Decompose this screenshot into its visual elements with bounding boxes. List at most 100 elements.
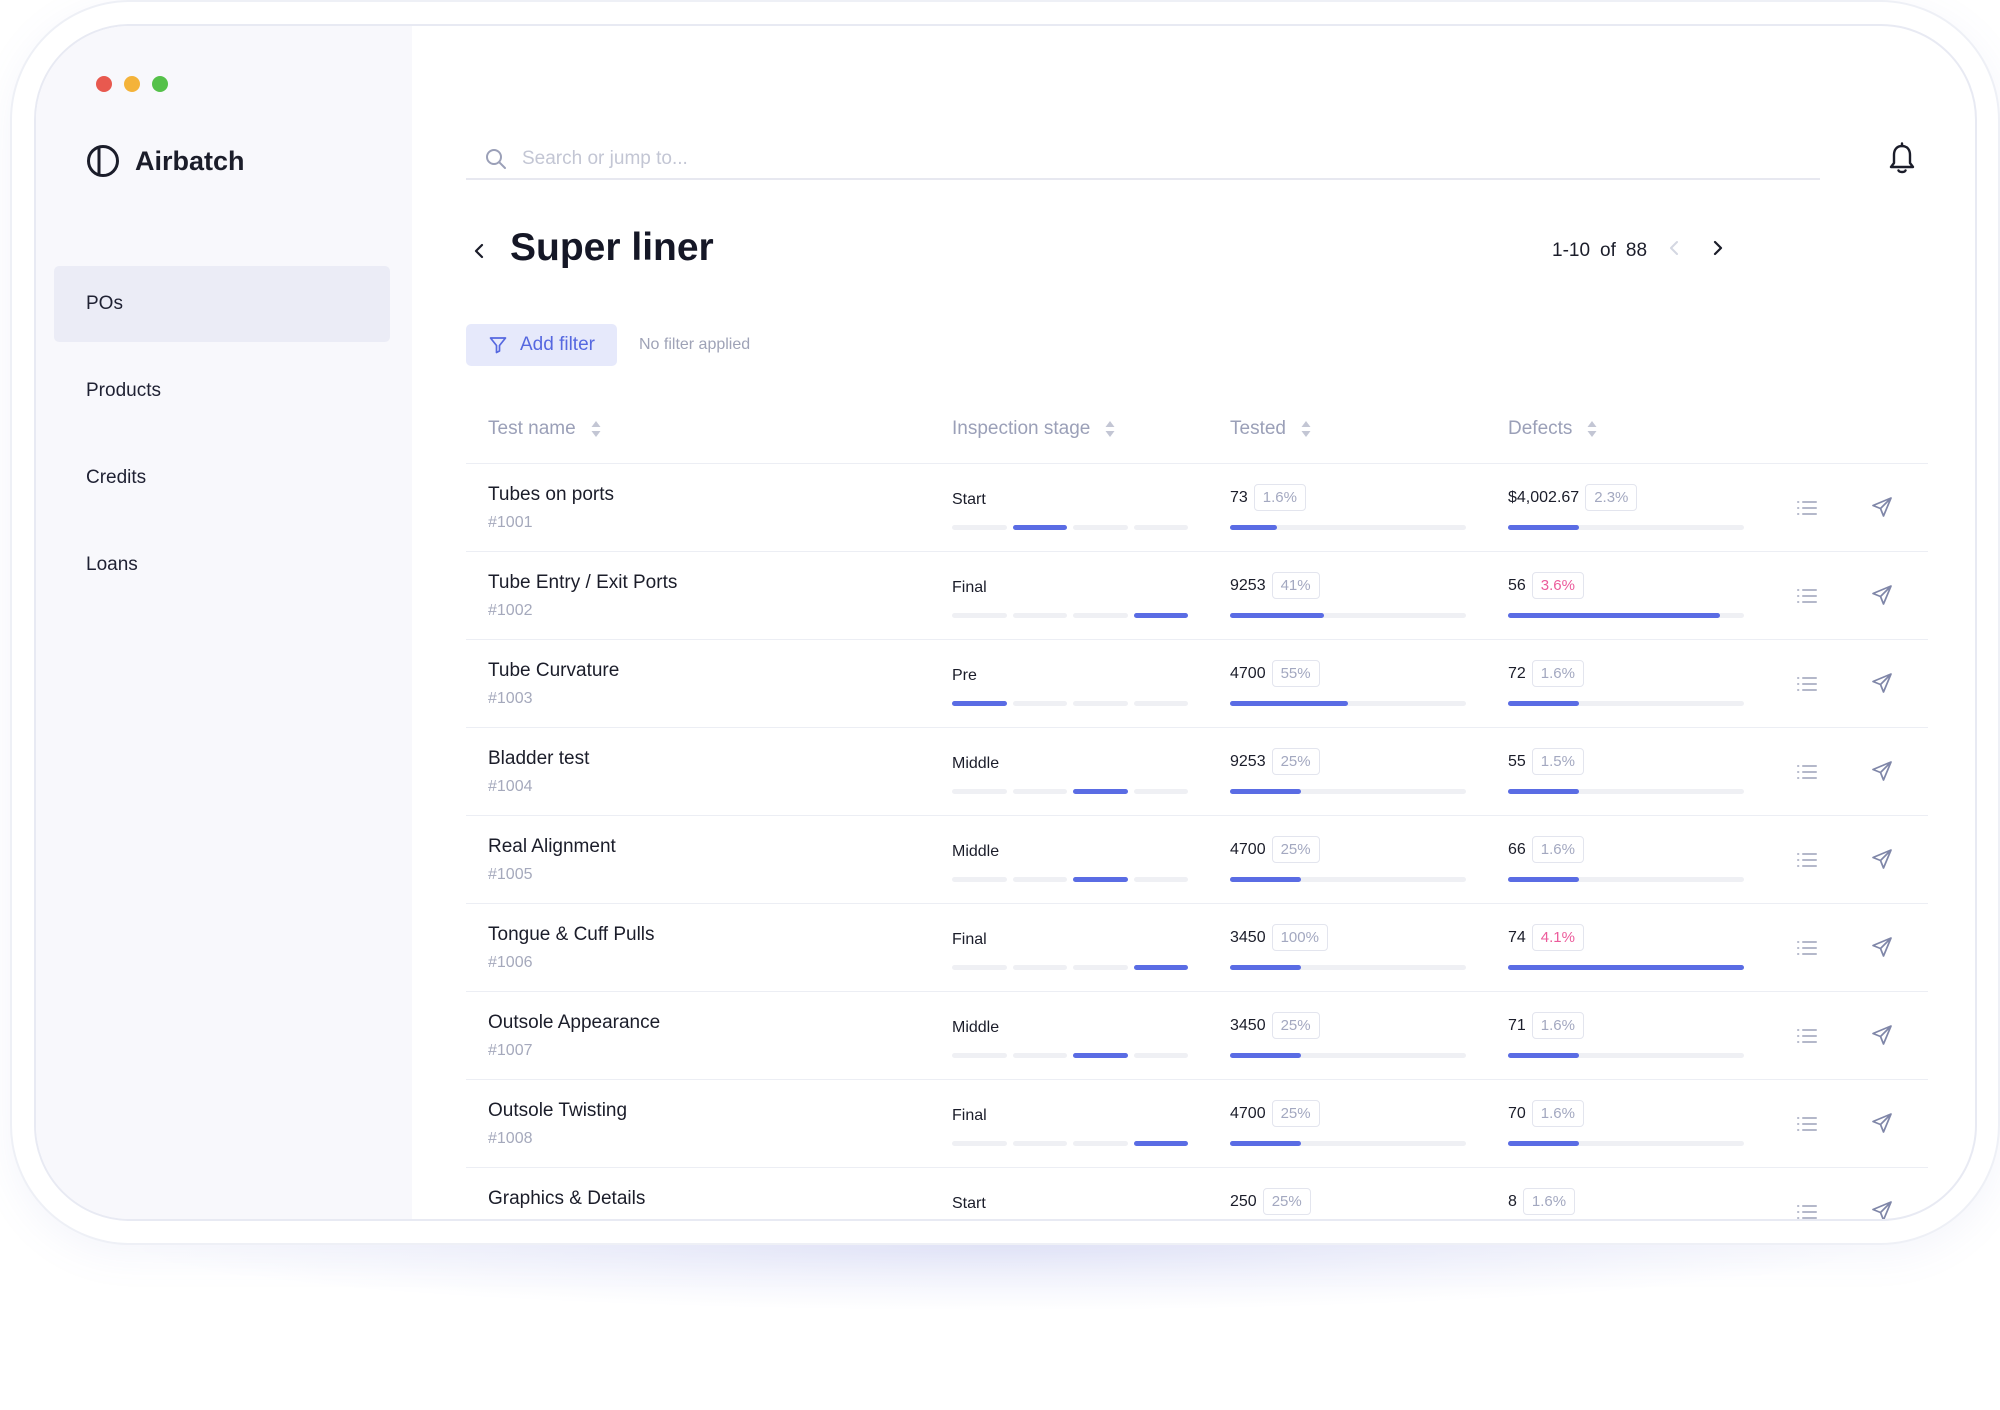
tested-progress-fill	[1230, 525, 1278, 530]
defects-progress-fill	[1508, 1141, 1579, 1146]
list-icon[interactable]	[1796, 1114, 1818, 1134]
stage-progress	[952, 1053, 1188, 1058]
defects-metric: 56 3.6%	[1508, 572, 1584, 599]
stage-segment-middle	[1073, 1141, 1128, 1146]
list-icon[interactable]	[1796, 850, 1818, 870]
list-icon[interactable]	[1796, 498, 1818, 518]
stage-segment-pre	[952, 965, 1007, 970]
inspection-stage-label: Pre	[952, 667, 977, 684]
tested-progress-bar	[1230, 525, 1466, 530]
table-row[interactable]: Tube Curvature #1003 Pre 4700 55% 72 1.6…	[466, 640, 1928, 728]
test-name: Real Alignment	[488, 836, 616, 857]
inspection-stage-label: Final	[952, 1107, 987, 1124]
defects-metric: 55 1.5%	[1508, 748, 1584, 775]
brand[interactable]: Airbatch	[86, 144, 245, 178]
defects-percent-badge: 2.3%	[1585, 484, 1638, 511]
pagination-total: 88	[1625, 240, 1648, 261]
pagination-of-label: of	[1600, 240, 1616, 261]
inspection-stage-label: Start	[952, 491, 986, 508]
back-chevron-icon[interactable]	[466, 238, 492, 264]
defects-percent-badge: 1.6%	[1531, 1100, 1584, 1127]
table-row[interactable]: Tube Entry / Exit Ports #1002 Final 9253…	[466, 552, 1928, 640]
list-icon[interactable]	[1796, 674, 1818, 694]
sidebar-item-pos[interactable]: POs	[54, 266, 390, 342]
stage-progress	[952, 789, 1188, 794]
send-icon[interactable]	[1870, 935, 1894, 959]
previous-page-chevron-left-icon[interactable]	[1662, 236, 1686, 260]
list-icon[interactable]	[1796, 938, 1818, 958]
table-row[interactable]: Outsole Twisting #1008 Final 4700 25% 70…	[466, 1080, 1928, 1168]
add-filter-button[interactable]: Add filter	[466, 324, 617, 366]
defects-progress-bar	[1508, 701, 1744, 706]
defects-progress-fill	[1508, 613, 1721, 618]
defects-progress-bar	[1508, 877, 1744, 882]
inspection-stage-label: Start	[952, 1195, 986, 1212]
list-icon[interactable]	[1796, 762, 1818, 782]
send-icon[interactable]	[1870, 495, 1894, 519]
stage-segment-start	[1012, 789, 1067, 794]
defects-progress-fill	[1508, 965, 1744, 970]
list-icon[interactable]	[1796, 1026, 1818, 1046]
column-label: Defects	[1508, 418, 1573, 439]
table-row[interactable]: Tubes on ports #1001 Start 73 1.6% $4,00…	[466, 464, 1928, 552]
send-icon[interactable]	[1870, 1023, 1894, 1047]
tested-count: 4700	[1230, 664, 1266, 682]
sidebar-nav: POs Products Credits Loans	[54, 266, 390, 614]
stage-segment-final	[1133, 701, 1188, 706]
column-header-test-name[interactable]: Test name	[488, 418, 602, 440]
column-label: Test name	[488, 418, 576, 439]
brand-name: Airbatch	[135, 145, 245, 176]
search-bar	[466, 140, 1820, 180]
inspection-stage-label: Final	[952, 579, 987, 596]
stage-segment-pre	[952, 1141, 1007, 1146]
tested-count: 73	[1230, 488, 1248, 506]
inspection-table: Test name Inspection stage Tested Defect…	[466, 408, 1928, 1221]
column-header-inspection-stage[interactable]: Inspection stage	[952, 418, 1116, 440]
sort-icon	[1301, 421, 1311, 437]
test-name: Graphics & Details	[488, 1188, 646, 1209]
send-icon[interactable]	[1870, 759, 1894, 783]
defects-progress-bar	[1508, 1053, 1744, 1058]
table-row[interactable]: Real Alignment #1005 Middle 4700 25% 66 …	[466, 816, 1928, 904]
send-icon[interactable]	[1870, 671, 1894, 695]
maximize-window-button[interactable]	[152, 76, 168, 92]
minimize-window-button[interactable]	[124, 76, 140, 92]
defects-progress-fill	[1508, 789, 1579, 794]
defects-progress-bar	[1508, 1141, 1744, 1146]
send-icon[interactable]	[1870, 583, 1894, 607]
test-id: #1001	[488, 514, 533, 531]
sidebar-item-products[interactable]: Products	[86, 380, 161, 401]
column-header-tested[interactable]: Tested	[1230, 418, 1312, 440]
table-row[interactable]: Bladder test #1004 Middle 9253 25% 55 1.…	[466, 728, 1928, 816]
sidebar-item-loans[interactable]: Loans	[86, 554, 138, 575]
test-id: #1009	[488, 1218, 533, 1219]
tested-metric: 73 1.6%	[1230, 484, 1306, 511]
search-input[interactable]	[522, 148, 1422, 170]
stage-segment-final	[1133, 1141, 1188, 1146]
send-icon[interactable]	[1870, 1199, 1894, 1221]
list-icon[interactable]	[1796, 1202, 1818, 1221]
tested-progress-fill	[1230, 877, 1301, 882]
sidebar-item-credits[interactable]: Credits	[86, 467, 147, 488]
table-row[interactable]: Graphics & Details #1009 Start 250 25% 8…	[466, 1168, 1928, 1221]
table-row[interactable]: Tongue & Cuff Pulls #1006 Final 3450 100…	[466, 904, 1928, 992]
defects-percent-badge: 1.6%	[1531, 836, 1584, 863]
column-header-defects[interactable]: Defects	[1508, 418, 1598, 440]
pagination-summary: 1-10 of 88	[1552, 240, 1647, 262]
send-icon[interactable]	[1870, 1111, 1894, 1135]
send-icon[interactable]	[1870, 847, 1894, 871]
test-name: Outsole Appearance	[488, 1012, 661, 1033]
close-window-button[interactable]	[96, 76, 112, 92]
inspection-stage-label: Middle	[952, 1019, 1000, 1036]
bell-icon[interactable]	[1887, 142, 1917, 176]
tested-percent-badge: 55%	[1271, 660, 1320, 687]
list-icon[interactable]	[1796, 586, 1818, 606]
table-row[interactable]: Outsole Appearance #1007 Middle 3450 25%…	[466, 992, 1928, 1080]
stage-progress	[952, 877, 1188, 882]
next-page-chevron-right-icon[interactable]	[1706, 236, 1730, 260]
tested-progress-fill	[1230, 1141, 1301, 1146]
page-title: Super liner	[510, 226, 714, 269]
stage-segment-pre	[952, 701, 1007, 706]
tested-count: 9253	[1230, 576, 1266, 594]
stage-segment-start	[1012, 877, 1067, 882]
